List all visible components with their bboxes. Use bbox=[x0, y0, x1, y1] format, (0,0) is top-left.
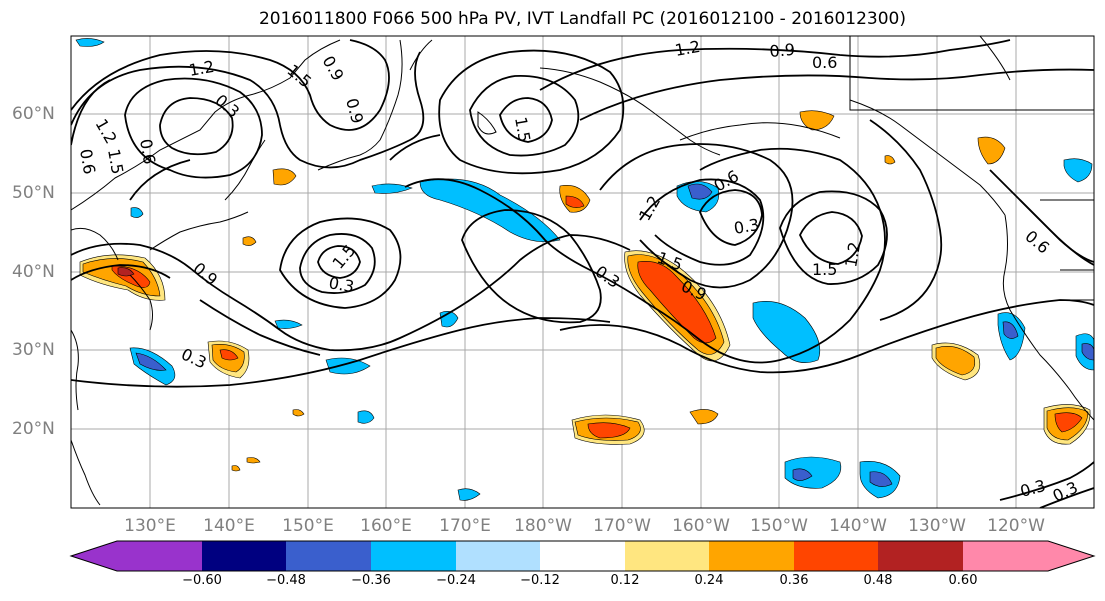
lon-label-120w: 120°W bbox=[987, 516, 1045, 536]
contour-label: 1.5 bbox=[104, 147, 127, 175]
lon-label-160w: 160°W bbox=[672, 516, 730, 536]
lon-label-180w: 180°W bbox=[514, 516, 572, 536]
contour-label: 0.6 bbox=[76, 147, 99, 175]
plot-title: 2016011800 F066 500 hPa PV, IVT Landfall… bbox=[258, 9, 906, 29]
colorbar-tick: 0.48 bbox=[863, 573, 893, 588]
lon-label-140e: 140°E bbox=[203, 516, 255, 536]
lon-label-130w: 130°W bbox=[908, 516, 966, 536]
lon-label-140w: 140°W bbox=[829, 516, 887, 536]
lon-label-150w: 150°W bbox=[750, 516, 808, 536]
contour-label: 0.3 bbox=[327, 273, 355, 296]
lat-label-40n: 40°N bbox=[12, 262, 55, 282]
coastlines bbox=[71, 36, 1094, 506]
lat-label-20n: 20°N bbox=[12, 419, 55, 439]
lon-label-160e: 160°E bbox=[360, 516, 412, 536]
lon-label-170w: 170°W bbox=[593, 516, 651, 536]
colorbar-tick: 0.12 bbox=[610, 573, 640, 588]
colorbar-tick: −0.24 bbox=[436, 573, 476, 588]
colorbar-tick: −0.36 bbox=[351, 573, 391, 588]
lon-label-170e: 170°E bbox=[439, 516, 491, 536]
map-border bbox=[70, 35, 1095, 509]
pv-contours bbox=[71, 39, 1094, 508]
colorbar-tick: 0.24 bbox=[694, 573, 724, 588]
lon-label-130e: 130°E bbox=[124, 516, 176, 536]
contour-label: 1.2 bbox=[673, 37, 701, 60]
lat-label-30n: 30°N bbox=[12, 340, 55, 360]
negative-ivt-anomalies bbox=[75, 38, 1094, 501]
contour-label: 1.2 bbox=[841, 240, 864, 268]
contour-label: 1.2 bbox=[187, 57, 215, 80]
lon-label-150e: 150°E bbox=[282, 516, 334, 536]
colorbar-tick: −0.12 bbox=[520, 573, 560, 588]
contour-label: 0.6 bbox=[136, 137, 159, 165]
contour-label: 1.5 bbox=[812, 260, 837, 279]
colorbar-tick: 0.36 bbox=[779, 573, 809, 588]
contour-label: 0.9 bbox=[769, 40, 796, 61]
lat-label-50n: 50°N bbox=[12, 183, 55, 203]
colorbar-tick: 0.60 bbox=[948, 573, 978, 588]
contour-label: 0.3 bbox=[732, 215, 760, 238]
contour-label: 1.5 bbox=[511, 115, 534, 143]
colorbar-tick: −0.60 bbox=[182, 573, 222, 588]
colorbar-tick: −0.48 bbox=[266, 573, 306, 588]
lat-label-60n: 60°N bbox=[12, 104, 55, 124]
contour-label: 0.6 bbox=[812, 53, 837, 72]
positive-ivt-anomalies bbox=[79, 110, 1091, 472]
